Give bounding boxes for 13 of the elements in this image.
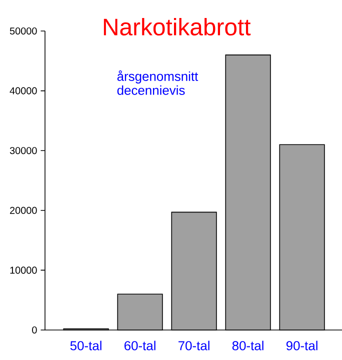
x-tick-label: 70-tal [178,340,210,350]
annotation: årsgenomsnitt decennievis [117,70,198,95]
chart-title: Narkotikabrott [104,18,251,36]
x-tick-label: 60-tal [124,340,156,350]
y-tick-label: 40000 [10,87,37,94]
y-tick-label: 20000 [10,206,37,214]
x-tick-label: 50-tal [70,340,102,350]
y-tick-label: 0 [32,326,37,334]
y-tick-label: 30000 [10,147,37,154]
x-tick-label: 80-tal [232,340,264,350]
x-tick-label: 90-tal [286,340,318,350]
y-tick-label: 10000 [10,266,37,274]
y-tick-label: 50000 [10,27,37,35]
